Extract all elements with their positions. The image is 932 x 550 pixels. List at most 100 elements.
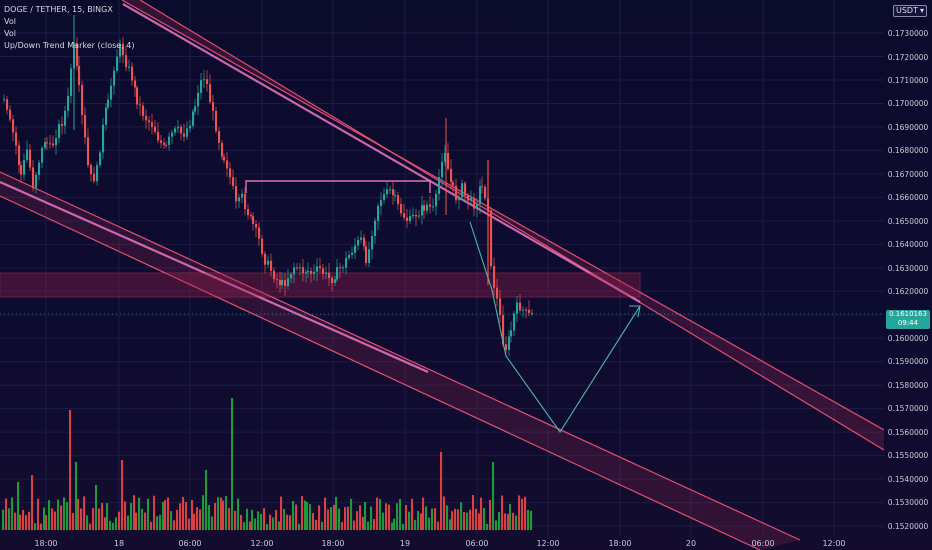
volume-bar (214, 503, 217, 530)
volume-bar (92, 508, 95, 530)
volume-bar (167, 497, 170, 530)
candle-body (52, 143, 55, 146)
currency-selector[interactable]: USDT ▾ (893, 5, 927, 17)
volume-bar (162, 501, 165, 530)
volume-bar (321, 521, 324, 530)
volume-bar (191, 499, 194, 530)
volume-bar (469, 509, 472, 530)
volume-bar (101, 502, 104, 530)
time-tick: 12:00 (536, 539, 560, 548)
candle-body (203, 79, 206, 81)
candle-body (23, 160, 26, 175)
volume-bar (338, 508, 341, 530)
candle-body (142, 105, 145, 116)
indicator-volume-2[interactable]: Vol (4, 29, 16, 38)
candle-body (244, 193, 247, 210)
candle-body (174, 128, 177, 133)
volume-bar (144, 512, 147, 530)
volume-bar (333, 504, 336, 530)
volume-bar (402, 523, 405, 530)
candle-body (386, 189, 389, 195)
channel-lower-band (0, 172, 800, 550)
candle-body (490, 210, 493, 267)
volume-bar (182, 496, 185, 530)
candle-body (302, 267, 305, 274)
volume-bar (72, 513, 75, 530)
candle-body (296, 267, 299, 269)
volume-bar (43, 507, 46, 530)
candle-body (221, 142, 224, 157)
candle-body (212, 102, 215, 111)
candle-body (528, 309, 531, 313)
candle-body (151, 122, 154, 127)
volume-bar (251, 509, 254, 530)
volume-bar (295, 504, 298, 530)
volume-bar (243, 522, 246, 530)
volume-bar (54, 511, 57, 530)
volume-bar (69, 410, 72, 530)
candle-body (473, 197, 476, 209)
volume-bar (83, 496, 86, 530)
volume-bar (420, 513, 423, 530)
volume-bar (19, 514, 22, 530)
price-tick: 0.1680000 (887, 146, 929, 155)
volume-bar (417, 510, 420, 530)
bar-countdown: 09:44 (897, 319, 919, 327)
candle-body (508, 336, 511, 350)
volume-bar (379, 499, 382, 530)
volume-bar (34, 523, 37, 530)
volume-bar (246, 508, 249, 530)
volume-bar (443, 496, 446, 530)
volume-bar (411, 498, 414, 530)
volume-bar (63, 497, 66, 530)
candle-body (38, 162, 41, 175)
candle-body (276, 279, 279, 281)
volume-bar (254, 518, 257, 530)
candle-body (18, 145, 21, 166)
candle-body (241, 193, 244, 198)
projection-path (469, 221, 641, 433)
volume-bar (86, 515, 89, 530)
volume-bar (501, 495, 504, 530)
candle-body (438, 177, 441, 194)
volume-bar (77, 499, 80, 530)
indicator-trend-marker[interactable]: Up/Down Trend Marker (close, 4) (4, 41, 135, 50)
candle-body (418, 215, 421, 217)
range-box (245, 180, 431, 193)
volume-bar (489, 500, 492, 530)
volume-bar (124, 501, 127, 530)
volume-bar (51, 508, 54, 530)
candle-body (484, 186, 487, 199)
volume-bar (370, 506, 373, 530)
volume-bar (431, 508, 434, 530)
volume-bar (292, 501, 295, 530)
indicator-volume-1[interactable]: Vol (4, 17, 16, 26)
candle-body (328, 272, 331, 279)
volume-bar (451, 511, 454, 530)
time-tick: 18 (113, 539, 125, 548)
candle-body (299, 267, 302, 269)
volume-bar (231, 398, 234, 530)
volume-bar (498, 512, 501, 530)
candle-body (128, 66, 131, 68)
volume-bar (359, 505, 362, 530)
candle-body (392, 189, 395, 196)
price-axis[interactable]: 0.1730000 0.1720000 0.1710000 0.1700000 … (884, 0, 932, 550)
candle-body (310, 270, 313, 274)
candle-body (450, 168, 453, 183)
candle-body (209, 83, 212, 103)
candle-body (481, 186, 484, 188)
volume-bar (512, 512, 515, 530)
candle-body (339, 267, 342, 269)
candle-body (218, 131, 221, 143)
volume-bar (446, 505, 449, 530)
candle-body (476, 204, 479, 209)
candle-body (90, 165, 93, 174)
price-chart[interactable] (0, 0, 884, 550)
symbol-title[interactable]: DOGE / TETHER, 15, BINGX (4, 5, 113, 14)
volume-bar (344, 507, 347, 530)
volume-bar (205, 470, 208, 530)
candle-body (192, 111, 195, 126)
channel-lower-line (0, 195, 761, 550)
volume-bar (449, 519, 452, 530)
